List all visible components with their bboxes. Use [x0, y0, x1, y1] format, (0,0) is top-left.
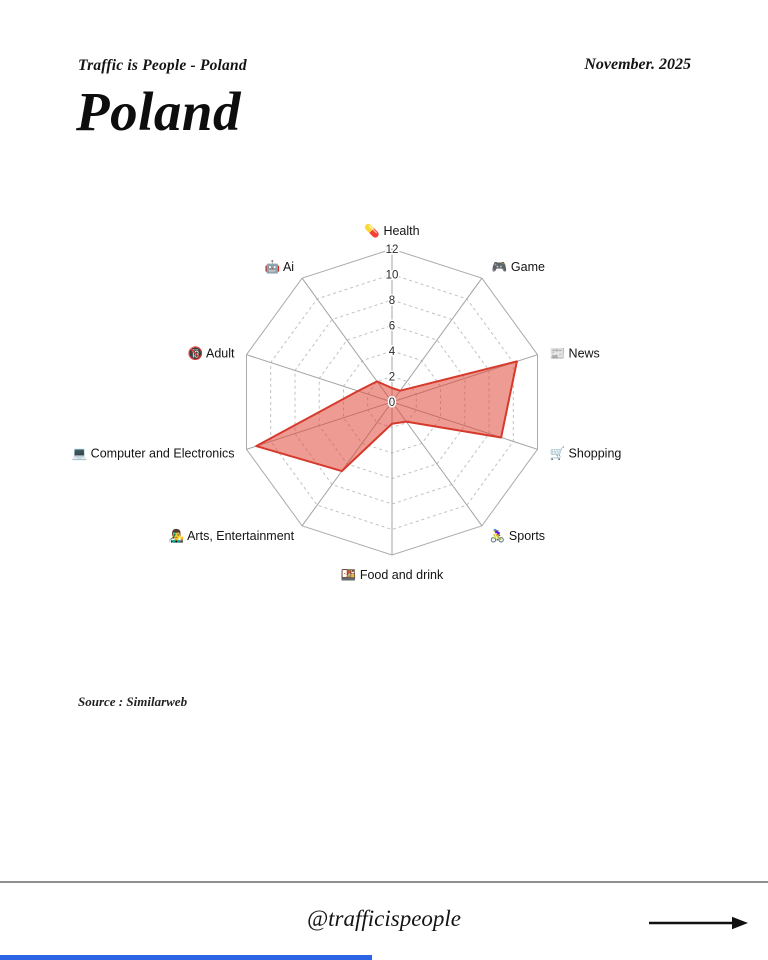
radar-tick-label-8: 8 — [389, 295, 395, 307]
radar-tick-label-6: 6 — [389, 321, 395, 333]
bottom-accent-bar — [0, 955, 372, 960]
radar-axis-label-ai: 🤖 Ai — [265, 259, 294, 274]
radar-axis-label-shopping: 🛒 Shopping — [550, 445, 622, 460]
radar-tick-label-4: 4 — [389, 346, 396, 358]
radar-axis-label-arts-entertainment: 👨‍🎤 Arts, Entertainment — [169, 528, 295, 543]
footer-divider — [0, 881, 768, 883]
arrow-right-icon[interactable] — [645, 910, 750, 936]
radar-axis-label-adult: 🔞 Adult — [188, 346, 235, 361]
source-label: Source : Similarweb — [78, 694, 188, 709]
radar-spoke-game — [391, 277, 483, 403]
radar-axis-label-sports: 🚴‍♀️ Sports — [490, 528, 545, 543]
report-date: November. 2025 — [584, 56, 691, 73]
radar-tick-label-2: 2 — [389, 372, 395, 384]
radar-tick-label-0: 0 — [389, 397, 395, 409]
radar-axis-label-news: 📰 News — [550, 347, 600, 361]
page-title: Poland — [76, 81, 241, 142]
radar-grid-ring-10 — [270, 273, 514, 531]
radar-tick-label-10: 10 — [386, 270, 399, 282]
radar-chart: 0 2 4 6 8 10 12 💊 Health 🎮 Game 📰 News 🛒 Shopping 🚴… — [72, 223, 622, 582]
radar-series-poland — [255, 360, 518, 473]
radar-tick-label-12: 12 — [386, 244, 399, 256]
radar-axis-label-game: 🎮 Game — [492, 260, 545, 274]
radar-axis-label-food-and-drink: 🍱 Food and drink — [341, 568, 444, 582]
social-handle: @trafficispeople — [306, 906, 462, 931]
brand-subtitle: Traffic is People - Poland — [78, 57, 247, 74]
radar-axis-label-health: 💊 Health — [364, 223, 419, 239]
radar-axis-label-computer-and-electronics: 💻 Computer and Electronics — [72, 446, 235, 460]
